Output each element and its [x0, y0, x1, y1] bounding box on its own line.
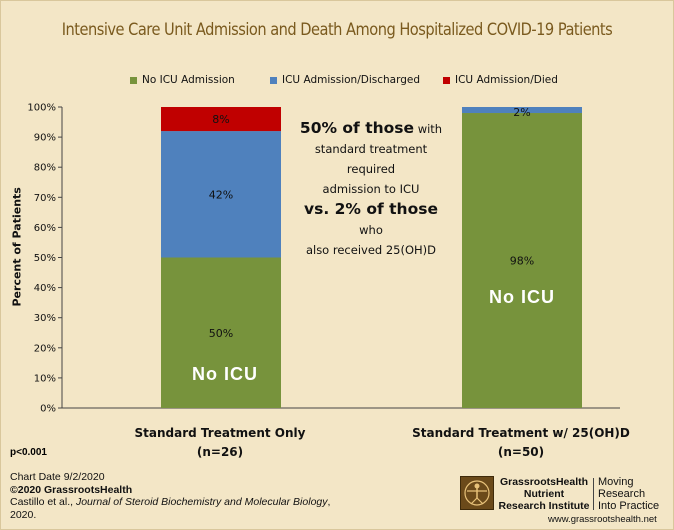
inbar-annotation: No ICU [192, 364, 258, 384]
category-n-0: (n=26) [196, 445, 244, 459]
logo-tagline: Moving Research Into Practice [598, 476, 659, 512]
logo-emblem-icon [460, 476, 494, 510]
callout-line1: 50% of those [299, 119, 415, 137]
logo-name: GrassrootsHealth Nutrient Research Insti… [498, 476, 590, 512]
category-name-0: Standard Treatment Only [134, 426, 306, 440]
y-tick-label: 70% [34, 193, 56, 204]
legend-swatch-icu-discharged [270, 76, 277, 84]
data-label: 2% [513, 106, 530, 119]
logo-tag-line2: Research [598, 488, 646, 500]
y-tick-label: 100% [27, 103, 56, 114]
legend: No ICU Admission ICU Admission/Discharge… [0, 74, 674, 90]
y-tick-label: 10% [34, 373, 56, 384]
callout-line4: vs. 2% of those [304, 200, 438, 218]
citation-journal: Journal of Steroid Biochemistry and Mole… [75, 496, 328, 508]
y-tick-label: 20% [34, 343, 56, 354]
y-tick-label: 40% [34, 283, 56, 294]
callout-line5: also received 25(OH)D [305, 243, 437, 257]
legend-label-no-icu: No ICU Admission [142, 74, 235, 86]
y-tick-label: 30% [34, 313, 56, 324]
category-label-0: Standard Treatment Only (n=26) [100, 424, 340, 462]
copyright: ©2020 GrassrootsHealth [10, 483, 133, 496]
p-value: p<0.001 [10, 447, 47, 458]
legend-label-icu-discharged: ICU Admission/Discharged [282, 74, 420, 86]
bar-segment [462, 113, 582, 409]
inbar-annotation: No ICU [489, 287, 555, 307]
category-n-1: (n=50) [497, 445, 545, 459]
vitruvian-icon [464, 480, 490, 506]
data-label: 50% [209, 327, 233, 340]
source-block: Chart Date 9/2/2020 ©2020 GrassrootsHeal… [10, 471, 340, 521]
y-tick-label: 60% [34, 223, 56, 234]
bar-segment [161, 107, 281, 132]
bar-segment [161, 257, 281, 408]
y-tick-label: 50% [34, 253, 56, 264]
y-tick-label: 0% [40, 404, 56, 415]
category-name-1: Standard Treatment w/ 25(OH)D [412, 426, 630, 440]
legend-swatch-no-icu [130, 76, 137, 84]
bar-segment [462, 107, 582, 114]
legend-item-no-icu: No ICU Admission [130, 74, 235, 86]
callout: 50% of those with standard treatment req… [292, 118, 450, 260]
citation-authors: Castillo et al., [10, 496, 76, 508]
chart-date: Chart Date 9/2/2020 [10, 471, 105, 483]
data-label: 98% [510, 255, 534, 268]
callout-line4b: who [359, 223, 383, 237]
citation-year: , 2020. [10, 496, 331, 521]
logo-name-line1: GrassrootsHealth [499, 476, 589, 488]
chart-title: Intensive Care Unit Admission and Death … [61, 20, 613, 40]
callout-line3: admission to ICU [322, 182, 420, 196]
y-tick-label: 90% [34, 133, 56, 144]
logo-divider [593, 478, 594, 510]
logo-name-line3: Research Institute [498, 500, 590, 512]
legend-item-icu-discharged: ICU Admission/Discharged [270, 74, 420, 86]
callout-line2: standard treatment required [314, 142, 428, 176]
legend-label-icu-died: ICU Admission/Died [455, 74, 558, 86]
website-link[interactable]: www.grassrootshealth.net [548, 514, 657, 525]
category-label-1: Standard Treatment w/ 25(OH)D (n=50) [401, 424, 641, 462]
callout-line1b: with [417, 122, 443, 136]
data-label: 42% [209, 188, 233, 201]
logo-name-line2: Nutrient [523, 488, 565, 500]
logo-tag-line3: Into Practice [598, 500, 660, 512]
logo-tag-line1: Moving [598, 476, 634, 488]
data-label: 8% [212, 113, 229, 126]
y-tick-label: 80% [34, 163, 56, 174]
bar-segment [161, 131, 281, 258]
legend-item-icu-died: ICU Admission/Died [443, 74, 558, 86]
legend-swatch-icu-died [443, 76, 450, 84]
logo: GrassrootsHealth Nutrient Research Insti… [460, 476, 670, 524]
